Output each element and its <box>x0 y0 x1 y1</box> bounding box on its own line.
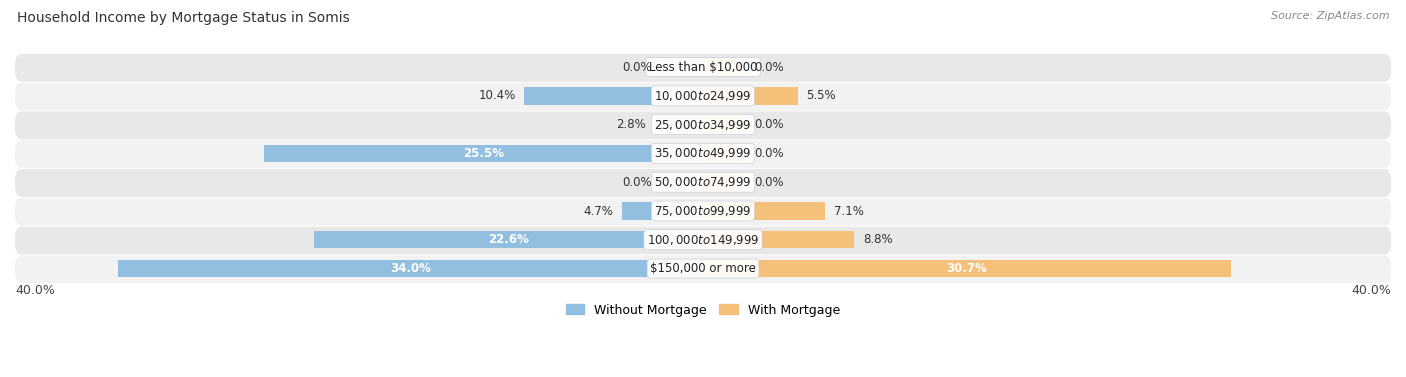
Text: 5.5%: 5.5% <box>806 89 835 103</box>
Text: 0.0%: 0.0% <box>755 118 785 131</box>
FancyBboxPatch shape <box>15 169 1391 197</box>
Text: $35,000 to $49,999: $35,000 to $49,999 <box>654 146 752 161</box>
Bar <box>264 145 703 162</box>
FancyBboxPatch shape <box>15 112 1391 139</box>
Text: 0.0%: 0.0% <box>755 147 785 160</box>
Bar <box>703 116 747 133</box>
Text: 40.0%: 40.0% <box>1351 284 1391 297</box>
FancyBboxPatch shape <box>15 54 1391 82</box>
Legend: Without Mortgage, With Mortgage: Without Mortgage, With Mortgage <box>561 299 845 322</box>
Text: 0.0%: 0.0% <box>755 176 785 189</box>
Bar <box>659 173 703 191</box>
Text: 25.5%: 25.5% <box>463 147 505 160</box>
Text: $10,000 to $24,999: $10,000 to $24,999 <box>654 89 752 103</box>
Text: Source: ZipAtlas.com: Source: ZipAtlas.com <box>1271 11 1389 21</box>
FancyBboxPatch shape <box>15 255 1391 283</box>
Bar <box>703 231 855 248</box>
Bar <box>703 58 747 76</box>
Bar <box>315 231 703 248</box>
Bar <box>703 145 747 162</box>
Text: $150,000 or more: $150,000 or more <box>650 262 756 275</box>
Text: 7.1%: 7.1% <box>834 204 863 218</box>
Text: 0.0%: 0.0% <box>621 61 651 74</box>
FancyBboxPatch shape <box>15 83 1391 110</box>
Text: $25,000 to $34,999: $25,000 to $34,999 <box>654 118 752 132</box>
Text: $50,000 to $74,999: $50,000 to $74,999 <box>654 175 752 189</box>
Text: 40.0%: 40.0% <box>15 284 55 297</box>
Bar <box>623 202 703 220</box>
Bar <box>703 173 747 191</box>
FancyBboxPatch shape <box>15 227 1391 254</box>
Text: 0.0%: 0.0% <box>621 176 651 189</box>
Text: 10.4%: 10.4% <box>478 89 516 103</box>
FancyBboxPatch shape <box>15 140 1391 168</box>
Bar <box>703 260 1232 277</box>
Text: Household Income by Mortgage Status in Somis: Household Income by Mortgage Status in S… <box>17 11 350 25</box>
Bar <box>655 116 703 133</box>
Text: $100,000 to $149,999: $100,000 to $149,999 <box>647 233 759 247</box>
Text: 2.8%: 2.8% <box>616 118 647 131</box>
Bar <box>659 58 703 76</box>
Bar <box>703 87 797 104</box>
Text: 0.0%: 0.0% <box>755 61 785 74</box>
Text: 34.0%: 34.0% <box>389 262 432 275</box>
Text: 4.7%: 4.7% <box>583 204 613 218</box>
Text: Less than $10,000: Less than $10,000 <box>648 61 758 74</box>
Text: 8.8%: 8.8% <box>863 233 893 246</box>
Bar <box>703 202 825 220</box>
Bar <box>118 260 703 277</box>
Text: 30.7%: 30.7% <box>946 262 987 275</box>
FancyBboxPatch shape <box>15 198 1391 226</box>
Bar <box>524 87 703 104</box>
Text: 22.6%: 22.6% <box>488 233 529 246</box>
Text: $75,000 to $99,999: $75,000 to $99,999 <box>654 204 752 218</box>
